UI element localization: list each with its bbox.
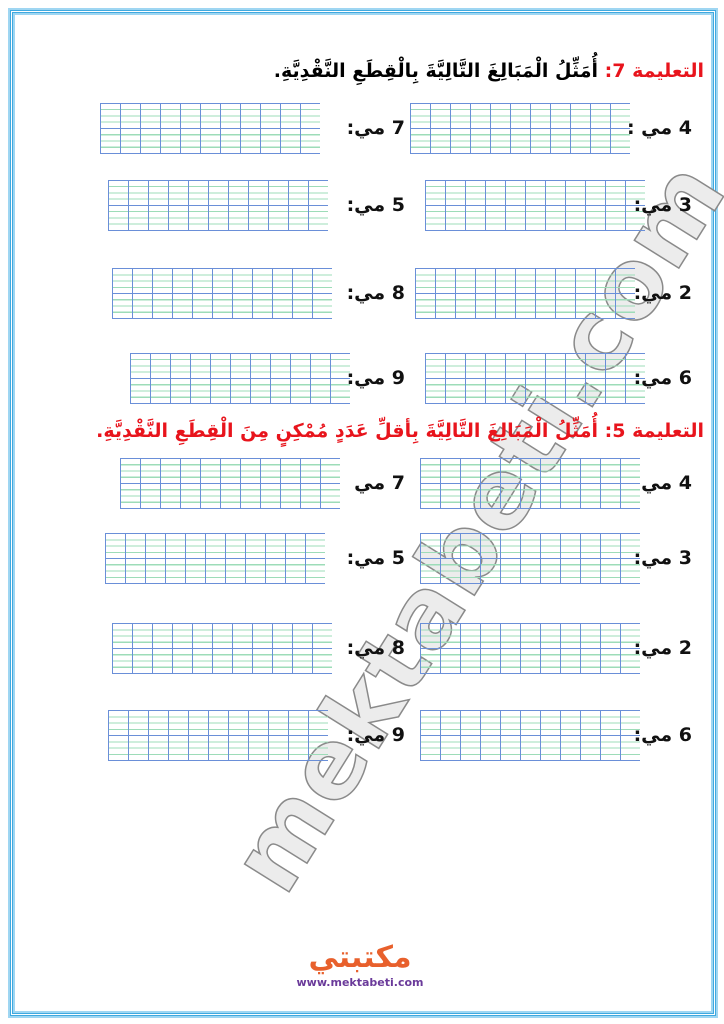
amount-label: 7 مي:	[346, 117, 405, 139]
answer-grid[interactable]	[112, 623, 332, 674]
instruction-7: التعليمة 7: أُمَثِّلُ الْمَبَالِغَ التَّ…	[274, 60, 704, 82]
answer-grid[interactable]	[425, 180, 645, 231]
answer-grid[interactable]	[420, 710, 640, 761]
logo-url: www.mektabeti.com	[296, 976, 424, 989]
instruction-text: أُمَثِّلُ الْمَبَالِغَ التَّالِيَّةَ بِأ…	[96, 420, 599, 442]
amount-label: 8 مي:	[346, 637, 405, 659]
instruction-label: التعليمة 5:	[604, 420, 704, 442]
answer-grid[interactable]	[415, 268, 635, 319]
answer-grid[interactable]	[105, 533, 325, 584]
page-border	[10, 10, 716, 1016]
instruction-label: التعليمة 7:	[604, 60, 704, 82]
answer-grid[interactable]	[120, 458, 340, 509]
answer-grid[interactable]	[108, 180, 328, 231]
amount-label: 2 مي:	[633, 637, 692, 659]
amount-label: 6 مي:	[633, 724, 692, 746]
answer-grid[interactable]	[100, 103, 320, 154]
amount-label: 4 مي :	[626, 117, 692, 139]
instruction-5: التعليمة 5: أُمَثِّلُ الْمَبَالِغَ التَّ…	[96, 420, 704, 442]
answer-grid[interactable]	[420, 623, 640, 674]
amount-label: 8 مي:	[346, 282, 405, 304]
answer-grid[interactable]	[112, 268, 332, 319]
amount-label: 5 مي:	[346, 194, 405, 216]
amount-label: 4 مي	[641, 472, 692, 494]
answer-grid[interactable]	[130, 353, 350, 404]
amount-label: 7 مي	[354, 472, 405, 494]
mektabeti-logo: مكتبتي www.mektabeti.com	[275, 940, 445, 1000]
answer-grid[interactable]	[108, 710, 328, 761]
amount-label: 5 مي:	[346, 547, 405, 569]
amount-label: 9 مي:	[346, 724, 405, 746]
amount-label: 2 مي:	[633, 282, 692, 304]
amount-label: 9 مي:	[346, 367, 405, 389]
answer-grid[interactable]	[425, 353, 645, 404]
answer-grid[interactable]	[420, 458, 640, 509]
amount-label: 6 مي:	[633, 367, 692, 389]
logo-arabic: مكتبتي	[308, 940, 412, 975]
instruction-text: أُمَثِّلُ الْمَبَالِغَ التَّالِيَّةَ بِا…	[273, 60, 599, 82]
answer-grid[interactable]	[420, 533, 640, 584]
amount-label: 3 مي:	[633, 194, 692, 216]
answer-grid[interactable]	[410, 103, 630, 154]
amount-label: 3 مي:	[633, 547, 692, 569]
